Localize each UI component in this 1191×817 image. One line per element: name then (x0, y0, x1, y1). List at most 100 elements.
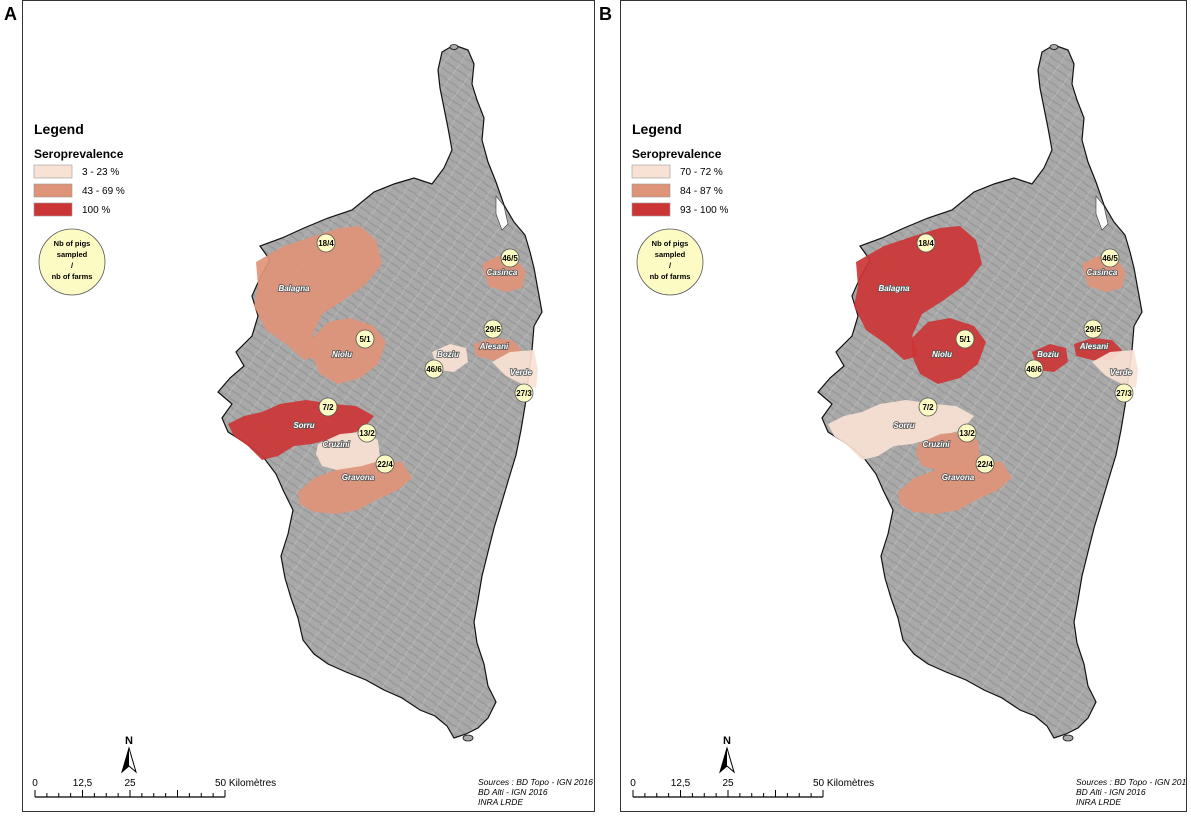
count-label-balagna: 18/4 (918, 239, 934, 248)
region-gravona (298, 460, 412, 514)
legend-circle-note-line: nb of farms (650, 272, 691, 281)
region-label-verde: Verde (510, 368, 532, 377)
scale-label: 12,5 (671, 778, 691, 789)
panel-a-map: Balagna 18/4 Niolu 5/1 Casinca 46/5 Alesani 29/… (22, 0, 595, 812)
legend-subtitle: Seroprevalence (34, 147, 124, 161)
count-label-sorru: 7/2 (922, 403, 934, 412)
region-label-balagna: Balagna (878, 284, 910, 293)
region-label-niolu: Niolu (932, 350, 952, 359)
legend-circle-note-line: Nb of pigs (54, 239, 91, 248)
legend-circle-note-line: / (669, 261, 672, 270)
count-label-casinca: 46/5 (502, 254, 518, 263)
count-circle-verde (1114, 383, 1134, 403)
legend-circle-note-line: / (71, 261, 74, 270)
legend-item-label: 84 - 87 % (680, 186, 723, 197)
count-label-casinca: 46/5 (1102, 254, 1118, 263)
region-label-cruzini: Cruzini (922, 440, 950, 449)
region-label-gravona: Gravona (342, 473, 375, 482)
count-circle-sorru (918, 397, 938, 417)
region-label-sorru: Sorru (893, 421, 914, 430)
legend-item-label: 43 - 69 % (82, 186, 125, 197)
island-outline (817, 44, 1143, 739)
scale-label: 25 (124, 778, 136, 789)
region-label-alesani: Alesani (479, 342, 509, 351)
count-label-cruzini: 13/2 (359, 429, 375, 438)
source-text: Sources : BD Topo - IGN 2016 (478, 777, 593, 787)
count-circle-balagna (916, 233, 936, 253)
scale-label: 25 (722, 778, 734, 789)
count-circle-boziu (424, 359, 444, 379)
region-label-balagna: Balagna (278, 284, 310, 293)
count-label-alesani: 29/5 (485, 325, 501, 334)
source-text: BD Alti - IGN 2016 (1076, 787, 1146, 797)
count-circle-niolu (355, 329, 375, 349)
source-text: BD Alti - IGN 2016 (478, 787, 548, 797)
legend-circle-note-line: sampled (655, 250, 686, 259)
region-label-boziu: Boziu (1037, 350, 1059, 359)
region-verde (1092, 350, 1138, 388)
north-arrow-label: N (125, 735, 133, 747)
count-label-gravona: 22/4 (977, 460, 993, 469)
count-circle-niolu (955, 329, 975, 349)
islet (1062, 734, 1074, 742)
lagoon (495, 195, 509, 231)
count-circle-cruzini (957, 423, 977, 443)
count-circle-gravona (975, 454, 995, 474)
region-sorru (828, 400, 974, 460)
region-label-boziu: Boziu (437, 350, 459, 359)
legend-title: Legend (34, 121, 84, 137)
lagoon (1095, 195, 1109, 231)
legend-count-circle (636, 228, 704, 296)
count-label-niolu: 5/1 (359, 335, 371, 344)
region-cruzini (316, 432, 380, 472)
legend-swatch (33, 183, 73, 198)
count-label-niolu: 5/1 (959, 335, 971, 344)
region-label-casinca: Casinca (1087, 268, 1118, 277)
count-circle-cruzini (357, 423, 377, 443)
islet (462, 734, 474, 742)
legend-swatch (631, 164, 671, 179)
region-label-cruzini: Cruzini (322, 440, 350, 449)
north-arrow-icon (122, 748, 129, 772)
source-text: INRA LRDE (478, 797, 523, 807)
region-sorru (228, 400, 374, 460)
region-verde (492, 350, 538, 388)
legend-item-label: 100 % (82, 205, 110, 216)
source-text: INRA LRDE (1076, 797, 1121, 807)
count-label-gravona: 22/4 (377, 460, 393, 469)
islet (1049, 44, 1059, 50)
count-circle-balagna (316, 233, 336, 253)
legend-swatch (631, 202, 671, 217)
region-balagna (854, 226, 982, 360)
count-label-boziu: 46/6 (1026, 365, 1042, 374)
count-label-cruzini: 13/2 (959, 429, 975, 438)
region-label-gravona: Gravona (942, 473, 975, 482)
count-circle-alesani (1083, 319, 1103, 339)
legend-swatch (33, 164, 73, 179)
count-circle-sorru (318, 397, 338, 417)
region-label-verde: Verde (1110, 368, 1132, 377)
legend-subtitle: Seroprevalence (632, 147, 722, 161)
legend-circle-note-line: nb of farms (52, 272, 93, 281)
scale-label: 12,5 (73, 778, 93, 789)
region-balagna (254, 226, 382, 360)
north-arrow-label: N (723, 735, 731, 747)
panel-a-letter: A (4, 4, 17, 24)
region-label-casinca: Casinca (487, 268, 518, 277)
count-circle-alesani (483, 319, 503, 339)
legend-swatch (631, 183, 671, 198)
legend-item-label: 3 - 23 % (82, 167, 119, 178)
count-circle-boziu (1024, 359, 1044, 379)
count-label-verde: 27/3 (516, 389, 532, 398)
count-label-sorru: 7/2 (322, 403, 334, 412)
island-outline (217, 44, 543, 739)
legend-title: Legend (632, 121, 682, 137)
source-text: Sources : BD Topo - IGN 2016 (1076, 777, 1187, 787)
north-arrow-icon (720, 748, 727, 772)
scale-label: 50 Kilomètres (215, 778, 276, 789)
count-circle-verde (514, 383, 534, 403)
count-circle-casinca (1100, 248, 1120, 268)
legend-item-label: 93 - 100 % (680, 205, 728, 216)
region-gravona (898, 460, 1012, 514)
count-label-boziu: 46/6 (426, 365, 442, 374)
